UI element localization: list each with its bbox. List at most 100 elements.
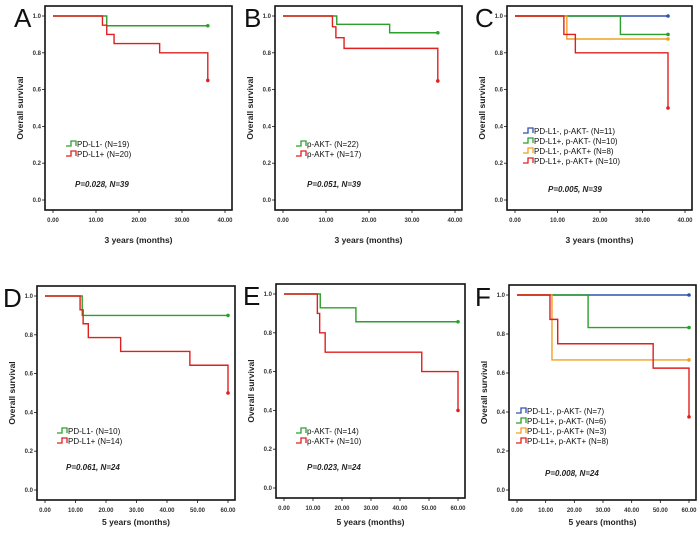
x-tick-label: 10.00 (305, 506, 321, 512)
y-tick-label: 0.4 (264, 408, 273, 414)
censor-marker (666, 106, 670, 110)
x-tick-label: 40.00 (217, 218, 233, 224)
legend: p-AKT- (N=22)p-AKT+ (N=17) (296, 140, 362, 159)
x-tick-label: 30.00 (404, 218, 420, 224)
legend-swatch (516, 427, 527, 434)
x-tick-label: 20.00 (98, 508, 114, 514)
x-tick-label: 0.00 (509, 218, 521, 224)
y-tick-label: 0.8 (497, 332, 506, 338)
survival-curve-2 (284, 293, 459, 411)
plot-frame (36, 285, 236, 501)
y-tick-label: 0.0 (497, 488, 506, 494)
y-tick-label: 1.0 (33, 14, 42, 20)
y-tick-label: 1.0 (264, 292, 273, 298)
legend-entry: p-AKT+ (N=10) (307, 437, 362, 446)
p-value-annotation: P=0.005, N=39 (548, 185, 602, 194)
plot-frame (506, 5, 693, 211)
censor-marker (226, 391, 230, 395)
y-tick-label: 0.2 (33, 161, 42, 167)
legend-swatch (523, 147, 534, 154)
p-value-annotation: P=0.051, N=39 (307, 180, 361, 189)
legend: PD-L1- (N=19)PD-L1+ (N=20) (66, 140, 132, 159)
censor-marker (206, 23, 210, 28)
censor-marker (687, 358, 691, 362)
x-tick-label: 50.00 (421, 506, 437, 512)
x-tick-label: 20.00 (334, 506, 350, 512)
legend-swatch (516, 417, 527, 424)
legend-entry: p-AKT- (N=14) (307, 427, 359, 436)
legend-entry: PD-L1-, p-AKT- (N=7) (527, 407, 604, 416)
x-tick-label: 0.00 (47, 218, 59, 224)
censor-marker (206, 78, 210, 83)
legend-swatch (57, 437, 68, 444)
panel-a: A 0.0 0.2 0.4 0.6 0.8 1.0 0.00 10.00 20.00 30.00 40… (14, 3, 233, 245)
x-tick-label: 0.00 (278, 506, 290, 512)
y-tick-label: 0.2 (495, 161, 504, 167)
legend: PD-L1-, p-AKT- (N=11)PD-L1+, p-AKT- (N=1… (523, 127, 620, 166)
legend: PD-L1- (N=10)PD-L1+ (N=14) (57, 427, 123, 446)
x-tick-label: 20.00 (131, 218, 147, 224)
panel-c: C 0.0 0.2 0.4 0.6 0.8 1.0 0.00 10.00 20.00 30.00 40… (475, 3, 693, 245)
plot-frame (275, 283, 466, 499)
legend-entry: PD-L1+, p-AKT- (N=6) (527, 417, 606, 426)
panel-label: C (475, 3, 494, 33)
y-axis-label: Overall survival (477, 76, 487, 139)
legend-swatch (296, 150, 307, 157)
y-tick-label: 0.6 (264, 370, 273, 376)
y-tick-label: 0.8 (264, 331, 273, 337)
x-tick-label: 40.00 (392, 506, 408, 512)
y-tick-label: 0.0 (264, 486, 273, 492)
censor-marker (687, 415, 691, 419)
legend-swatch (296, 140, 307, 147)
y-axis-label: Overall survival (479, 361, 489, 424)
y-tick-label: 0.8 (33, 51, 42, 57)
survival-curve-2 (283, 15, 439, 81)
legend-entry: PD-L1+, p-AKT+ (N=10) (534, 157, 620, 166)
legend-swatch (523, 137, 534, 144)
x-axis-label: 5 years (months) (102, 517, 170, 527)
x-tick-label: 60.00 (220, 508, 236, 514)
legend-swatch (523, 127, 534, 134)
legend-swatch (66, 140, 77, 147)
x-tick-label: 0.00 (39, 508, 51, 514)
y-tick-label: 0.4 (25, 410, 34, 416)
y-tick-label: 0.2 (264, 447, 273, 453)
x-tick-label: 60.00 (681, 508, 697, 514)
y-tick-label: 0.2 (263, 161, 272, 167)
plot-frame (508, 284, 697, 501)
panel-label: F (475, 282, 491, 312)
censor-marker (436, 79, 440, 83)
y-tick-label: 0.6 (497, 371, 506, 377)
survival-curve-2 (45, 295, 229, 393)
y-axis-label: Overall survival (246, 359, 256, 422)
censor-marker (666, 37, 670, 41)
legend-swatch (296, 437, 307, 444)
censor-marker (687, 293, 691, 297)
x-axis-label: 3 years (months) (104, 235, 172, 245)
x-tick-label: 20.00 (361, 218, 377, 224)
legend-swatch (66, 150, 77, 157)
x-tick-label: 50.00 (653, 508, 669, 514)
x-tick-label: 10.00 (68, 508, 84, 514)
legend-entry: PD-L1-, p-AKT- (N=11) (534, 127, 615, 136)
y-tick-label: 0.6 (33, 88, 42, 94)
y-tick-label: 0.4 (497, 410, 506, 416)
survival-curve-2 (53, 15, 209, 81)
y-tick-label: 0.0 (263, 198, 272, 204)
y-axis-label: Overall survival (7, 361, 17, 424)
p-value-annotation: P=0.008, N=24 (545, 469, 599, 478)
x-tick-label: 10.00 (318, 218, 334, 224)
y-tick-label: 0.2 (497, 449, 506, 455)
censor-marker (666, 32, 670, 37)
censor-marker (456, 408, 460, 413)
legend-entry: PD-L1- (N=10) (68, 427, 121, 436)
x-tick-label: 20.00 (567, 508, 583, 514)
x-tick-label: 10.00 (538, 508, 554, 514)
survival-curve-1 (284, 293, 458, 323)
y-axis-label: Overall survival (245, 76, 255, 139)
panel-b: B 0.0 0.2 0.4 0.6 0.8 1.0 0.00 10.00 20.00 30.00 40… (244, 3, 463, 245)
panel-d: D 0.0 0.2 0.4 0.6 0.8 1.0 0.00 10.00 20.00 30.00 40… (3, 283, 236, 527)
y-tick-label: 0.0 (33, 198, 42, 204)
x-tick-label: 20.00 (592, 218, 608, 224)
y-tick-label: 0.8 (25, 333, 34, 339)
